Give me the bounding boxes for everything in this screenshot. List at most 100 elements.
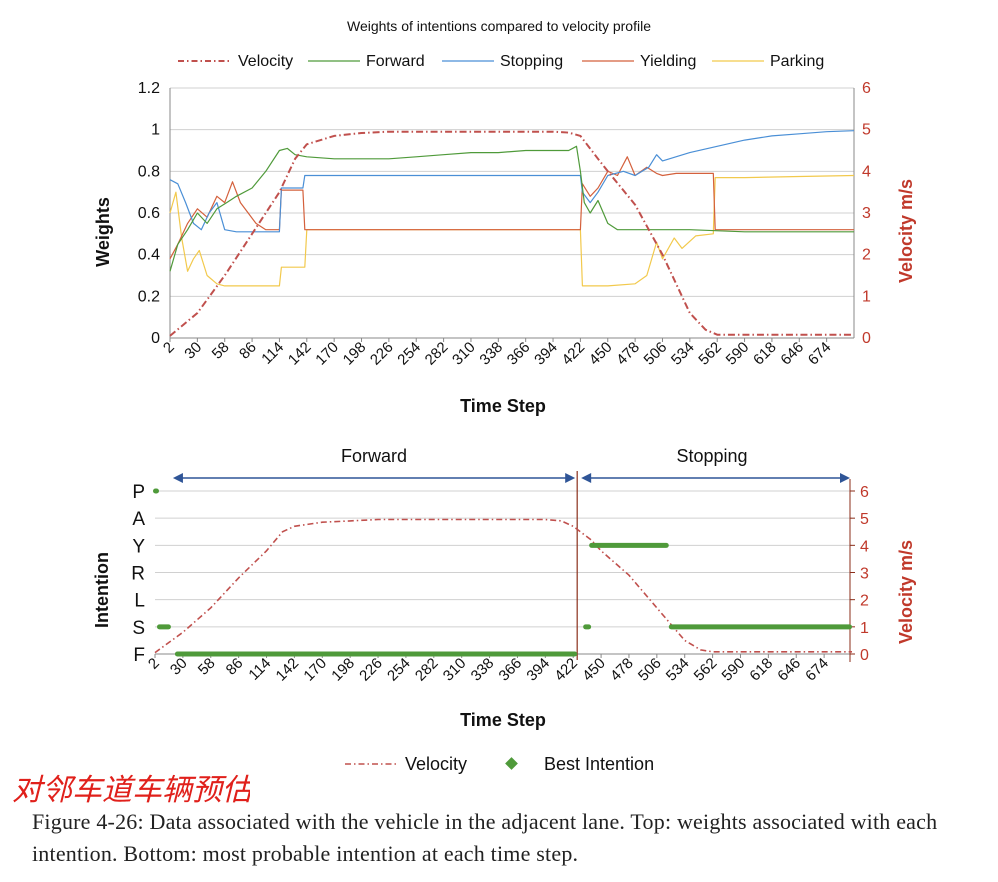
intention-tick-label: R — [131, 564, 145, 585]
top-y2-tick-label: 1 — [862, 288, 871, 305]
top-legend: Velocity Forward Stopping Yielding Parki… — [178, 53, 824, 70]
top-series-group — [169, 130, 855, 337]
bottom-y2-tick-label: 0 — [860, 647, 869, 664]
top-chart-title: Weights of intentions compared to veloci… — [346, 18, 651, 34]
best-intention-run — [589, 542, 669, 548]
bottom-x-tick-label: 282 — [412, 655, 442, 685]
bottom-x-tick-label: 506 — [635, 655, 665, 685]
bottom-x-tick-label: 534 — [663, 655, 693, 685]
bottom-x-axis-ticks: 2 30 58 86114142170198226254282310338366394… — [145, 654, 832, 685]
top-x-tick-label: 30 — [181, 339, 205, 363]
bottom-x-tick-label: 170 — [300, 655, 330, 685]
top-x-tick-label: 198 — [340, 339, 370, 369]
top-x-tick-label: 86 — [236, 339, 260, 363]
bottom-x-tick-label: 58 — [195, 655, 219, 679]
bottom-y2-tick-label: 5 — [860, 511, 869, 528]
series-velocity-line — [169, 130, 854, 337]
top-y-tick-label: 1.2 — [138, 80, 160, 97]
series-stopping-line — [169, 130, 855, 233]
top-x-tick-label: 394 — [531, 339, 561, 369]
bottom-x-tick-label: 198 — [328, 655, 358, 685]
top-x-tick-label: 534 — [668, 339, 698, 369]
intention-tick-label: L — [134, 591, 145, 612]
bottom-x-tick-label: 478 — [607, 655, 637, 685]
bottom-series-group — [153, 488, 852, 657]
intention-tick-label: A — [132, 509, 145, 530]
top-x-tick-label: 338 — [476, 339, 506, 369]
best-intention-marker — [153, 488, 159, 494]
top-y2-tick-label: 0 — [862, 330, 871, 347]
bottom-y2-tick-label: 6 — [860, 484, 869, 501]
top-x-tick-label: 422 — [559, 339, 589, 369]
phase-arrow-head-left — [581, 473, 592, 483]
top-gridlines — [169, 87, 855, 339]
legend-parking-label: Parking — [770, 53, 824, 70]
bottom-x-tick-label: 226 — [356, 655, 386, 685]
intention-tick-label: P — [132, 482, 145, 503]
phase-arrows — [172, 473, 851, 483]
bottom-x-tick-label: 674 — [802, 655, 832, 685]
top-x-axis-ticks: 2 30 58 86114142170198226254282310338366394… — [160, 338, 835, 369]
top-y-axis-label: Weights — [93, 197, 113, 267]
top-y2-tick-label: 6 — [862, 80, 871, 97]
figure-canvas: Velocity Forward Stopping Yielding Parki… — [92, 53, 916, 774]
bottom-y2-tick-label: 3 — [860, 566, 869, 583]
top-right-axis-ticks: 0 1 2 3 4 5 6 — [862, 80, 871, 347]
top-x-tick-label: 170 — [312, 339, 342, 369]
bottom-right-axis-ticks: 0 1 2 3 4 5 6 — [850, 484, 869, 664]
legend-forward-label: Forward — [366, 53, 425, 70]
top-x-tick-label: 646 — [777, 339, 807, 369]
legend-yielding-label: Yielding — [640, 53, 696, 70]
phase-label-stopping: Stopping — [676, 446, 747, 466]
best-intention-marker — [583, 624, 592, 630]
top-x-tick-label: 282 — [422, 339, 452, 369]
top-x-tick-label: 590 — [723, 339, 753, 369]
top-x-tick-label: 618 — [750, 339, 780, 369]
top-x-tick-label: 366 — [504, 339, 534, 369]
bottom-y2-tick-label: 4 — [860, 538, 869, 555]
bottom-legend: Velocity Best Intention — [345, 754, 654, 774]
legend-velocity-label: Velocity — [238, 53, 293, 70]
top-x-tick-label: 450 — [586, 339, 616, 369]
series-forward-line — [169, 145, 854, 272]
bottom-x-tick-label: 30 — [167, 655, 191, 679]
top-x-tick-label: 674 — [805, 339, 835, 369]
top-y2-tick-label: 3 — [862, 205, 871, 222]
bottom-x-tick-label: 114 — [245, 655, 274, 684]
bottom-x-tick-label: 646 — [774, 655, 804, 685]
bottom-x-tick-label: 86 — [223, 655, 247, 679]
top-x-tick-label: 2 — [160, 339, 178, 357]
top-x-tick-label: 114 — [258, 339, 287, 368]
phase-label-forward: Forward — [341, 446, 407, 466]
top-y2-tick-label: 2 — [862, 247, 871, 264]
top-x-tick-label: 562 — [695, 339, 725, 369]
bottom-gridlines — [155, 471, 852, 662]
bottom-x-tick-label: 562 — [691, 655, 721, 685]
legend-best-intention-marker — [505, 757, 518, 770]
top-x-axis-label: Time Step — [460, 396, 546, 416]
bottom-y2-axis-label: Velocity m/s — [896, 540, 916, 644]
figure-caption: Figure 4-26: Data associated with the ve… — [32, 809, 938, 866]
bottom-x-tick-label: 618 — [746, 655, 776, 685]
handwritten-note-text: 对邻车道车辆预估 — [12, 774, 250, 807]
series-parking-line — [169, 174, 855, 287]
handwritten-annotation: 对邻车道车辆预估 — [12, 774, 250, 807]
bottom-x-tick-label: 590 — [719, 655, 749, 685]
top-x-tick-label: 310 — [449, 339, 479, 369]
bottom-x-axis-label: Time Step — [460, 710, 546, 730]
legend-stopping-label: Stopping — [500, 53, 563, 70]
bottom-y2-tick-label: 2 — [860, 593, 869, 610]
top-left-axis-ticks: 0 0.2 0.4 0.6 0.8 1 1.2 — [138, 80, 160, 347]
bottom-velocity-line — [154, 518, 852, 654]
top-x-tick-label: 478 — [613, 339, 643, 369]
top-y-tick-label: 0 — [151, 330, 160, 347]
phase-arrow-head-right — [565, 473, 576, 483]
top-y-tick-label: 0.2 — [138, 288, 160, 305]
best-intention-run — [174, 651, 578, 657]
top-x-tick-label: 142 — [285, 339, 315, 369]
bottom-x-tick-label: 338 — [468, 655, 498, 685]
bottom-y2-tick-label: 1 — [860, 620, 869, 637]
bottom-x-tick-label: 422 — [551, 655, 581, 685]
top-x-tick-label: 506 — [641, 339, 671, 369]
phase-arrow-head-left — [172, 473, 183, 483]
